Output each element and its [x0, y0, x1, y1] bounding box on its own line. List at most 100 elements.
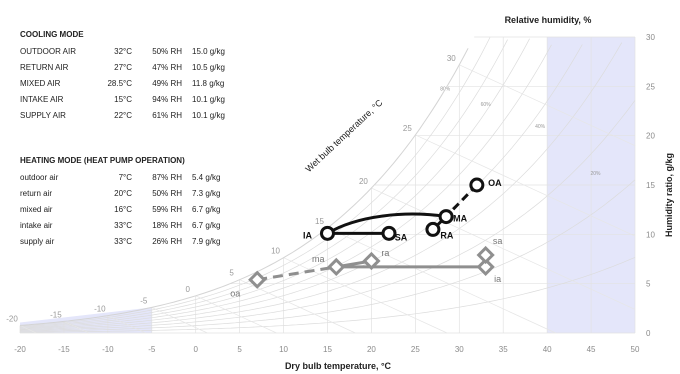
row-temperature: 28.5°C — [107, 79, 132, 88]
wet-bulb-line — [151, 307, 208, 334]
x-tick-label: 30 — [455, 345, 464, 354]
heating-point-label: ma — [312, 254, 325, 264]
rh-curve — [19, 44, 583, 330]
wet-bulb-line — [63, 321, 90, 334]
x-tick-label: 15 — [323, 345, 332, 354]
y-tick-label: 10 — [646, 230, 655, 239]
wet-bulb-line — [239, 279, 356, 334]
cooling-path-ma-ia — [326, 212, 447, 235]
row-temperature: 15°C — [114, 95, 132, 104]
row-relative-humidity: 94% RH — [152, 95, 182, 104]
row-name: SUPPLY AIR — [20, 111, 66, 120]
rh-curve — [19, 44, 552, 329]
table-row: RETURN AIR 27°C 47% RH 10.5 g/kg — [20, 60, 225, 76]
rh-label: 60% — [481, 102, 492, 108]
x-tick-label: 45 — [587, 345, 596, 354]
x-tick-label: 20 — [367, 345, 376, 354]
cooling-point-label: MA — [453, 214, 467, 224]
row-name: RETURN AIR — [20, 63, 69, 72]
rh-curve — [20, 257, 636, 333]
wet-bulb-line — [19, 325, 37, 334]
table-row: OUTDOOR AIR 32°C 50% RH 15.0 g/kg — [20, 44, 225, 60]
heating-point-ma — [327, 257, 346, 277]
table-row: return air 20°C 50% RH 7.3 g/kg — [20, 186, 220, 202]
cooling-point-ra — [425, 221, 441, 237]
row-temperature: 27°C — [114, 63, 132, 72]
cooling-point-label: RA — [440, 230, 453, 240]
x-tick-label: 25 — [411, 345, 420, 354]
row-name: intake air — [20, 221, 53, 230]
heating-point-oa — [248, 270, 267, 289]
row-humidity-ratio: 5.4 g/kg — [192, 173, 221, 182]
heating-point-sa — [476, 245, 495, 265]
wet-bulb-label: -5 — [140, 296, 148, 305]
row-humidity-ratio: 6.7 g/kg — [192, 221, 221, 230]
row-humidity-ratio: 10.1 g/kg — [192, 95, 225, 104]
wet-bulb-line — [195, 295, 277, 334]
row-relative-humidity: 87% RH — [152, 173, 182, 182]
row-humidity-ratio: 7.3 g/kg — [192, 189, 221, 198]
rh-curve — [19, 38, 530, 329]
table-row: intake air 33°C 18% RH 6.7 g/kg — [20, 218, 220, 234]
row-relative-humidity: 18% RH — [152, 221, 182, 230]
wet-bulb-label: 0 — [185, 285, 190, 294]
cooling-point-label: SA — [395, 232, 408, 242]
heating-point-label: oa — [230, 289, 240, 299]
cooling-point-oa — [469, 177, 485, 193]
x-tick-label: 10 — [279, 345, 288, 354]
heating-point-label: ia — [494, 274, 501, 284]
row-humidity-ratio: 10.1 g/kg — [192, 111, 225, 120]
saturation-curve — [19, 48, 469, 326]
heating-point-ra — [362, 251, 381, 271]
heating-mode-table: HEATING MODE (HEAT PUMP OPERATION) outdo… — [20, 156, 220, 250]
x-tick-label: 50 — [631, 345, 640, 354]
cooling-mode-table: COOLING MODE OUTDOOR AIR 32°C 50% RH 15.0 g… — [20, 30, 225, 124]
x-tick-label: -5 — [148, 345, 156, 354]
table-row: SUPPLY AIR 22°C 61% RH 10.1 g/kg — [20, 108, 225, 124]
row-name: outdoor air — [20, 173, 59, 182]
row-relative-humidity: 49% RH — [152, 79, 182, 88]
row-name: OUTDOOR AIR — [20, 47, 77, 56]
wb-axis-label: Wet bulb temperature, °C — [303, 97, 384, 174]
row-temperature: 16°C — [114, 205, 132, 214]
row-temperature: 22°C — [114, 111, 132, 120]
wet-bulb-label: -15 — [50, 310, 62, 319]
wet-bulb-line — [415, 134, 636, 237]
rh-label: 40% — [535, 124, 546, 130]
heating-point-ia — [476, 257, 495, 277]
x-tick-label: -10 — [102, 345, 114, 354]
wet-bulb-label: -20 — [6, 314, 18, 323]
row-relative-humidity: 50% RH — [152, 189, 182, 198]
wet-bulb-label: 20 — [359, 177, 368, 186]
wet-bulb-line — [371, 187, 636, 310]
row-relative-humidity: 50% RH — [152, 47, 182, 56]
heating-mode-title: HEATING MODE (HEAT PUMP OPERATION) — [20, 156, 185, 165]
wet-bulb-label: 30 — [447, 54, 456, 63]
table-row: supply air 33°C 26% RH 7.9 g/kg — [20, 234, 220, 250]
row-temperature: 33°C — [114, 237, 132, 246]
row-name: return air — [20, 189, 53, 198]
wet-bulb-line — [107, 315, 146, 334]
wet-bulb-label: 25 — [403, 124, 412, 133]
x-tick-label: 35 — [499, 345, 508, 354]
row-temperature: 7°C — [118, 173, 132, 182]
cooling-mode-title: COOLING MODE — [20, 30, 84, 39]
y-tick-label: 5 — [646, 280, 651, 289]
row-humidity-ratio: 10.5 g/kg — [192, 63, 225, 72]
rh-curve — [19, 42, 623, 331]
row-humidity-ratio: 7.9 g/kg — [192, 237, 221, 246]
cooling-point-sa — [381, 225, 397, 241]
heating-point-label: sa — [493, 236, 503, 246]
table-row: outdoor air 7°C 87% RH 5.4 g/kg — [20, 170, 220, 186]
cooling-point-label: OA — [488, 178, 502, 188]
wet-bulb-label: 5 — [229, 269, 234, 278]
y-tick-label: 0 — [646, 329, 651, 338]
wet-bulb-line — [327, 227, 556, 334]
y-tick-label: 15 — [646, 181, 655, 190]
x-tick-label: -15 — [58, 345, 70, 354]
heating-path-oa-ma — [256, 265, 337, 282]
row-relative-humidity: 26% RH — [152, 237, 182, 246]
row-temperature: 33°C — [114, 221, 132, 230]
row-humidity-ratio: 11.8 g/kg — [192, 79, 225, 88]
cooling-point-label: IA — [303, 230, 313, 240]
